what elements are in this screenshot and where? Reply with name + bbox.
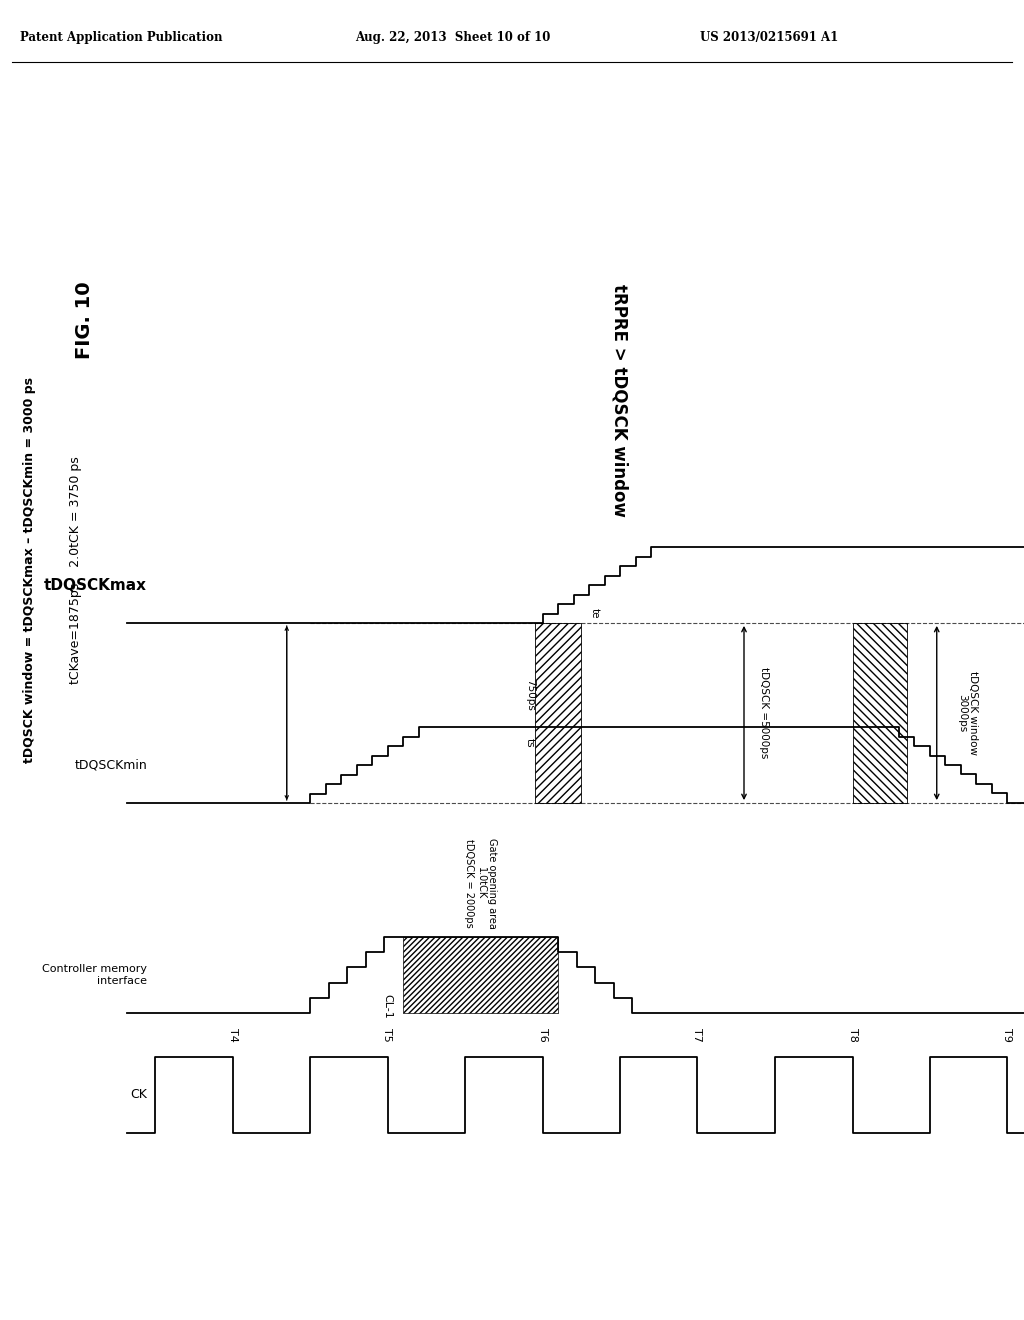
Text: T5: T5 — [383, 1028, 392, 1041]
Text: T7: T7 — [692, 1028, 702, 1041]
Text: Controller memory
interface: Controller memory interface — [42, 964, 147, 986]
Text: FIG. 10: FIG. 10 — [76, 281, 94, 359]
Text: Patent Application Publication: Patent Application Publication — [20, 32, 222, 45]
Text: Aug. 22, 2013  Sheet 10 of 10: Aug. 22, 2013 Sheet 10 of 10 — [355, 32, 550, 45]
Text: tDQSCKmax: tDQSCKmax — [44, 578, 147, 593]
Text: tDQSCK =5000ps: tDQSCK =5000ps — [759, 668, 769, 759]
Text: ts: ts — [524, 738, 535, 748]
Text: T4: T4 — [227, 1028, 238, 1041]
Text: CK: CK — [130, 1089, 147, 1101]
Text: T9: T9 — [1002, 1028, 1013, 1041]
Text: Gate opening area
1.0tCK
tDQSCK = 2000ps: Gate opening area 1.0tCK tDQSCK = 2000ps — [464, 838, 497, 929]
Text: tDQSCK window = tDQSCKmax – tDQSCKmin = 3000 ps: tDQSCK window = tDQSCKmax – tDQSCKmin = … — [24, 378, 37, 763]
Bar — [403, 937, 558, 1012]
Bar — [853, 623, 906, 803]
Text: tRPRE > tDQSCK window: tRPRE > tDQSCK window — [611, 284, 629, 516]
Text: CL-1: CL-1 — [383, 994, 392, 1019]
Text: T6: T6 — [538, 1028, 548, 1041]
Text: te: te — [589, 607, 599, 618]
Text: T8: T8 — [848, 1028, 857, 1041]
Bar — [535, 623, 582, 803]
Text: tDQSCK window
3000ps: tDQSCK window 3000ps — [956, 671, 978, 755]
Text: US 2013/0215691 A1: US 2013/0215691 A1 — [700, 32, 839, 45]
Text: 750ps: 750ps — [524, 678, 535, 711]
Text: tDQSCKmin: tDQSCKmin — [75, 759, 147, 771]
Text: tCKave=1875ps    2.0tCK = 3750 ps: tCKave=1875ps 2.0tCK = 3750 ps — [69, 457, 82, 684]
